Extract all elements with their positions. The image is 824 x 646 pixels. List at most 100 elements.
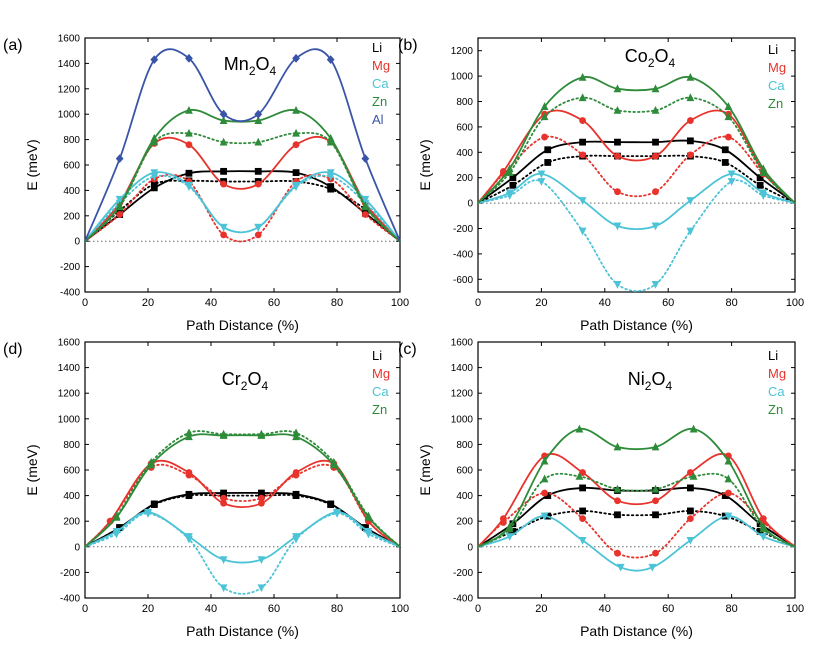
data-point <box>326 133 335 142</box>
data-point <box>185 53 193 63</box>
x-tick-label: 100 <box>786 603 804 615</box>
data-point <box>578 537 587 545</box>
legend-item: Li <box>372 40 382 55</box>
data-point <box>759 521 768 530</box>
data-point <box>292 128 300 137</box>
data-point <box>756 520 764 528</box>
title-part: Mn <box>224 54 249 74</box>
series-line <box>84 171 401 242</box>
data-point <box>540 102 549 110</box>
data-point <box>686 507 694 515</box>
data-point <box>327 500 335 508</box>
x-tick-label: 20 <box>142 297 154 309</box>
data-point <box>540 512 549 521</box>
data-point <box>537 170 546 179</box>
data-point <box>150 169 159 178</box>
y-axis-label: E (meV) <box>417 139 433 190</box>
title-part: 4 <box>666 379 673 393</box>
chart-panel-1: -600 -400 -200 0 200 400 600 800 1000 1200 0 20 40 60… <box>398 37 804 333</box>
x-axis-label: Path Distance (%) <box>186 317 299 333</box>
data-point <box>329 460 338 469</box>
legend-item: Ca <box>372 384 389 399</box>
data-point <box>185 181 193 190</box>
data-point <box>361 201 370 210</box>
legend-item: Zn <box>768 402 783 417</box>
y-tick-label: 1600 <box>58 34 81 45</box>
x-tick-label: 20 <box>535 297 547 309</box>
data-point <box>505 533 514 541</box>
compound-title: Mn2O4 <box>224 54 277 78</box>
data-point <box>578 93 587 102</box>
legend-item: Ca <box>372 76 389 91</box>
data-point <box>686 484 694 492</box>
title-part: 2 <box>241 379 248 393</box>
data-point <box>579 117 587 124</box>
data-point <box>759 533 768 541</box>
data-point <box>292 169 300 177</box>
data-point <box>614 138 621 146</box>
data-point <box>499 167 507 175</box>
data-point <box>578 72 587 81</box>
chart-panel-3: -400 -200 0 200 400 600 800 1000 1200 1400 1600 0 20… <box>398 338 804 640</box>
data-point <box>544 159 552 166</box>
title-part: 2 <box>249 64 256 78</box>
data-point <box>258 489 265 497</box>
series-line-dotted <box>477 472 796 548</box>
data-point <box>579 507 587 515</box>
data-point <box>254 167 262 175</box>
data-point <box>219 556 228 564</box>
y-tick-label: 0 <box>467 542 473 553</box>
series-zn <box>84 428 401 548</box>
y-tick-label: -200 <box>453 224 473 235</box>
data-point <box>725 489 732 497</box>
data-point <box>220 499 228 507</box>
y-tick-label: 400 <box>456 491 473 502</box>
data-point <box>686 151 694 159</box>
data-point <box>614 511 621 519</box>
data-point <box>185 533 193 541</box>
data-point <box>361 524 369 531</box>
data-point <box>652 152 659 160</box>
data-point <box>756 174 764 182</box>
x-tick-label: 20 <box>535 603 547 615</box>
y-tick-label: 400 <box>63 186 80 197</box>
title-part: 2 <box>645 379 652 393</box>
data-point <box>505 521 514 530</box>
x-axis-label: Path Distance (%) <box>580 623 693 639</box>
data-point <box>727 170 736 179</box>
data-point <box>220 231 228 239</box>
data-point <box>616 563 625 572</box>
x-axis-label: Path Distance (%) <box>580 317 693 333</box>
data-point <box>254 231 262 239</box>
legend-item: Li <box>372 348 382 363</box>
plot-frame <box>477 37 796 293</box>
series-line <box>84 511 401 564</box>
legend-item: Mg <box>768 366 786 381</box>
legend-item: Mg <box>768 60 786 75</box>
legend-item: Li <box>768 348 778 363</box>
series-line <box>477 428 796 548</box>
data-point <box>613 280 622 289</box>
data-point <box>721 159 729 166</box>
data-point <box>727 178 736 186</box>
y-tick-label: 800 <box>63 135 80 146</box>
y-tick-label: 400 <box>63 491 80 502</box>
y-tick-label: 600 <box>456 122 473 133</box>
series-line-dotted <box>477 510 796 548</box>
data-point <box>361 154 370 164</box>
series-line <box>477 109 796 204</box>
chart-panel-2: -400 -200 0 200 400 600 800 1000 1200 1400 1600 0 20… <box>3 338 409 640</box>
data-point <box>686 72 695 81</box>
compound-title: Ni2O4 <box>628 369 673 393</box>
data-point <box>721 146 729 154</box>
data-point <box>150 184 158 192</box>
legend-item: Zn <box>372 402 387 417</box>
data-point <box>499 515 507 523</box>
legend-item: Zn <box>768 96 783 111</box>
data-point <box>185 432 193 441</box>
data-point <box>759 189 768 198</box>
data-point <box>292 469 300 476</box>
data-point <box>579 151 587 159</box>
data-point <box>537 178 546 186</box>
data-point <box>326 169 335 178</box>
